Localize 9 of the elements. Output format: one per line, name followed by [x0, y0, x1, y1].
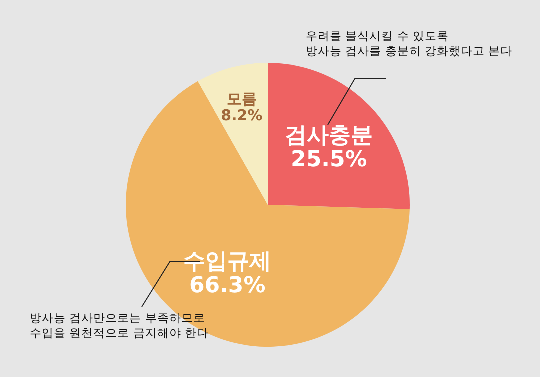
slice-label: 수입규제 [184, 250, 272, 275]
data-label: 25.5% [291, 148, 368, 173]
data-label: 8.2% [221, 106, 263, 124]
slice-label: 모름 [226, 90, 257, 108]
text: 우려를 불식시킬 수 있도록 방사능 검사를 충분히 강화했다고 본다 [306, 29, 513, 58]
pie-slice [198, 63, 268, 205]
slice-label: 검사충분 [285, 123, 374, 148]
pie-slice [268, 63, 410, 210]
data-label: 66.3% [189, 274, 266, 299]
